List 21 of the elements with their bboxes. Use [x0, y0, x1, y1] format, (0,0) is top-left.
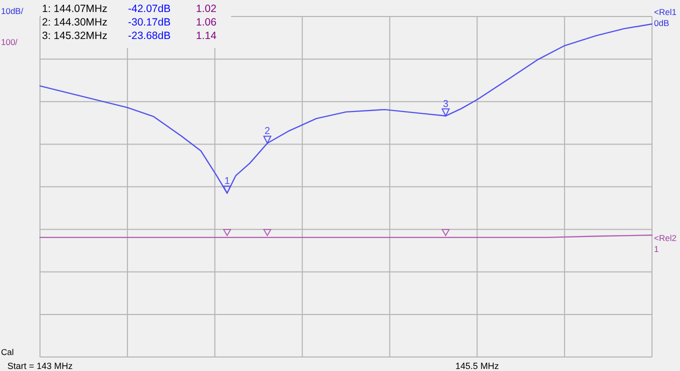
text: 100/	[1, 37, 18, 47]
annotation: 2	[264, 126, 271, 138]
annotation: 3	[442, 98, 449, 110]
annotation: 2: 144.30MHz	[42, 16, 108, 28]
annotation: 1.14	[196, 30, 217, 42]
text: 10dB/	[1, 6, 24, 16]
text: 1: 144.07MHz	[42, 3, 108, 15]
annotation: 3: 145.32MHz	[42, 30, 108, 42]
text: <Rel1	[654, 7, 677, 17]
text: Cal	[1, 347, 14, 357]
annotation: -30.17dB	[128, 16, 171, 28]
annotation: -23.68dB	[128, 30, 171, 42]
text: 1	[654, 244, 659, 254]
text: -42.07dB	[128, 3, 171, 15]
text: 0dB	[654, 18, 670, 28]
x-tick-label: 145.5 MHz	[455, 361, 500, 371]
x-tick-label: Start = 143 MHz	[7, 361, 74, 371]
annotation: 1.06	[196, 16, 217, 28]
annotation: 1	[224, 176, 230, 188]
text: <Rel2	[654, 233, 677, 243]
text: 1.02	[196, 3, 217, 15]
